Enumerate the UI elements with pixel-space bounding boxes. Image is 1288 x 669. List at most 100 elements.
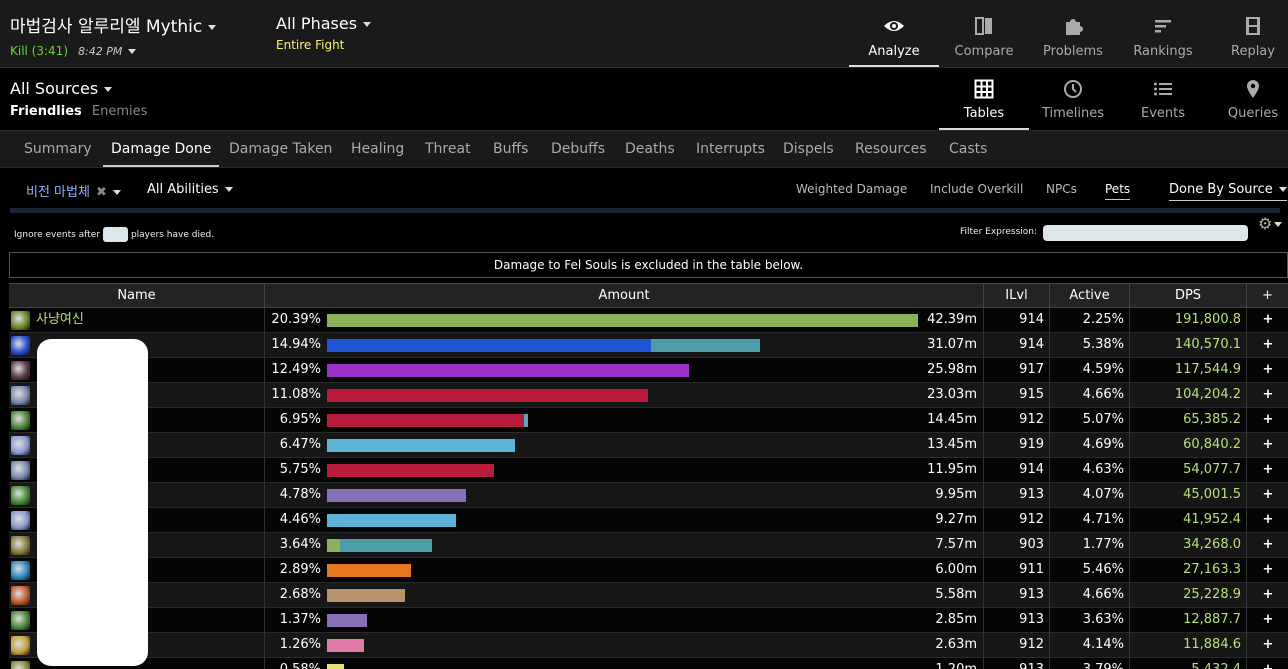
expand-button[interactable]: + — [1253, 658, 1283, 669]
expand-button[interactable]: + — [1262, 362, 1274, 377]
spec-icon — [11, 461, 30, 480]
chevron-down-icon — [224, 187, 233, 192]
phase-selector[interactable]: All Phases Entire Fight — [276, 14, 372, 52]
expand-button[interactable]: + — [1262, 512, 1274, 527]
spec-icon — [11, 486, 30, 505]
header-dps[interactable]: DPS — [1130, 284, 1247, 308]
table-row[interactable]: 1.37% 2.85m 913 3.63% 12,887.7 + — [9, 608, 1288, 633]
dps-value: 12,887.7 — [1183, 612, 1241, 627]
tab-debuffs[interactable]: Debuffs — [551, 141, 606, 157]
close-icon[interactable]: ✖ — [95, 185, 107, 200]
expand-button[interactable]: + — [1262, 412, 1274, 427]
expand-button[interactable]: + — [1262, 337, 1274, 352]
table-row[interactable]: 14.94% 31.07m 914 5.38% 140,570.1 + — [9, 333, 1288, 358]
view-queries[interactable]: Queries — [1208, 68, 1288, 130]
spell-filter[interactable]: 비전 마법체 ✖ — [26, 181, 121, 200]
expand-button[interactable]: + — [1262, 487, 1274, 502]
filter-row: 비전 마법체 ✖ All Abilities Weighted Damage In… — [0, 168, 1288, 212]
tab-damage-taken[interactable]: Damage Taken — [229, 141, 333, 157]
report-selector[interactable]: 마법검사 알루리엘 Mythic Kill (3:41) 8:42 PM — [10, 12, 217, 58]
header-ilvl[interactable]: ILvl — [984, 284, 1050, 308]
option-npcs[interactable]: NPCs — [1046, 182, 1077, 196]
view-timelines[interactable]: Timelines — [1028, 68, 1118, 130]
table-row[interactable]: 5.75% 11.95m 914 4.63% 54,077.7 + — [9, 458, 1288, 483]
table-row[interactable]: 2.89% 6.00m 911 5.46% 27,163.3 + — [9, 558, 1288, 583]
item-level: 912 — [1019, 412, 1044, 427]
tab-casts[interactable]: Casts — [949, 141, 988, 157]
tab-summary[interactable]: Summary — [24, 141, 92, 157]
tab-threat[interactable]: Threat — [425, 141, 471, 157]
dps-value: 34,268.0 — [1183, 537, 1241, 552]
nav-compare[interactable]: Compare — [939, 0, 1029, 67]
table-row[interactable]: 12.49% 25.98m 917 4.59% 117,544.9 + — [9, 358, 1288, 383]
death-count-input[interactable] — [102, 227, 128, 242]
tab-deaths[interactable]: Deaths — [625, 141, 675, 157]
table-row[interactable]: 0.58% 1.20m 913 3.79% 5,432.4 + — [9, 658, 1288, 669]
table-row[interactable]: 4.78% 9.95m 913 4.07% 45,001.5 + — [9, 483, 1288, 508]
fight-selector[interactable]: Kill (3:41) 8:42 PM — [10, 44, 216, 58]
ignore-events-option: Ignore events after players have died. — [14, 227, 214, 242]
table-row[interactable]: 6.47% 13.45m 919 4.69% 60,840.2 + — [9, 433, 1288, 458]
table-row[interactable]: 3.64% 7.57m 903 1.77% 34,268.0 + — [9, 533, 1288, 558]
table-row[interactable]: 1.26% 2.63m 912 4.14% 11,884.6 + — [9, 633, 1288, 658]
tab-damage-done[interactable]: Damage Done — [103, 131, 220, 167]
item-level: 913 — [984, 658, 1044, 669]
header-name[interactable]: Name — [9, 284, 265, 308]
view-tables[interactable]: Tables — [939, 68, 1029, 130]
nav-rankings[interactable]: Rankings — [1118, 0, 1208, 67]
source-selector[interactable]: All Sources — [10, 79, 113, 98]
expand-button[interactable]: + — [1262, 462, 1274, 477]
ability-filter[interactable]: All Abilities — [147, 182, 233, 197]
done-by-selector[interactable]: Done By Source — [1169, 182, 1287, 201]
item-level: 913 — [1019, 587, 1044, 602]
expand-button[interactable]: + — [1262, 387, 1274, 402]
kill-text: Kill (3:41) — [10, 44, 68, 58]
expand-button[interactable]: + — [1262, 637, 1274, 652]
damage-bar-segment — [327, 589, 405, 602]
tab-healing[interactable]: Healing — [351, 141, 405, 157]
tab-resources[interactable]: Resources — [855, 141, 927, 157]
table-row[interactable]: 2.68% 5.58m 913 4.66% 25,228.9 + — [9, 583, 1288, 608]
damage-percent: 1.37% — [279, 612, 321, 627]
tab-friendlies[interactable]: Friendlies — [10, 104, 82, 119]
filter-expression-input[interactable] — [1043, 225, 1248, 241]
filter-expression-label: Filter Expression: — [960, 227, 1038, 237]
expand-button[interactable]: + — [1262, 587, 1274, 602]
option-weighted-damage[interactable]: Weighted Damage — [796, 182, 908, 196]
expand-button[interactable]: + — [1262, 312, 1274, 327]
active-time: 1.77% — [1082, 537, 1124, 552]
player-name[interactable]: 사냥여신 — [36, 312, 84, 327]
tab-buffs[interactable]: Buffs — [493, 141, 529, 157]
view-events[interactable]: Events — [1118, 68, 1208, 130]
item-level: 919 — [1019, 437, 1044, 452]
damage-bar-segment — [327, 389, 649, 402]
expand-button[interactable]: + — [1262, 537, 1274, 552]
table-row[interactable]: 4.46% 9.27m 912 4.71% 41,952.4 + — [9, 508, 1288, 533]
tab-enemies[interactable]: Enemies — [91, 104, 148, 119]
damage-percent: 5.75% — [279, 462, 321, 477]
header-active[interactable]: Active — [1050, 284, 1130, 308]
table-row[interactable]: 6.95% 14.45m 912 5.07% 65,385.2 + — [9, 408, 1288, 433]
nav-replay[interactable]: Replay — [1208, 0, 1288, 67]
dps-value: 140,570.1 — [1174, 337, 1241, 352]
damage-amount: 13.45m — [927, 437, 977, 452]
spec-icon — [11, 661, 30, 669]
gear-icon[interactable]: ⚙ — [1258, 214, 1283, 233]
chevron-down-icon — [112, 190, 121, 195]
item-level: 913 — [1019, 612, 1044, 627]
table-row[interactable]: 11.08% 23.03m 915 4.66% 104,204.2 + — [9, 383, 1288, 408]
tab-interrupts[interactable]: Interrupts — [696, 141, 765, 157]
option-include-overkill[interactable]: Include Overkill — [930, 182, 1024, 196]
header-amount[interactable]: Amount — [265, 284, 984, 308]
damage-bar-segment — [327, 514, 457, 527]
expand-button[interactable]: + — [1262, 612, 1274, 627]
expand-button[interactable]: + — [1262, 562, 1274, 577]
nav-problems[interactable]: Problems — [1028, 0, 1118, 67]
header-plus[interactable]: + — [1262, 288, 1273, 303]
tab-dispels[interactable]: Dispels — [783, 141, 834, 157]
table-row[interactable]: 사냥여신 20.39% 42.39m 914 2.25% 191,800.8 + — [9, 308, 1288, 333]
expand-button[interactable]: + — [1262, 437, 1274, 452]
report-title[interactable]: 마법검사 알루리엘 Mythic — [10, 12, 217, 37]
nav-analyze[interactable]: Analyze — [849, 0, 939, 67]
option-pets[interactable]: Pets — [1105, 182, 1131, 200]
